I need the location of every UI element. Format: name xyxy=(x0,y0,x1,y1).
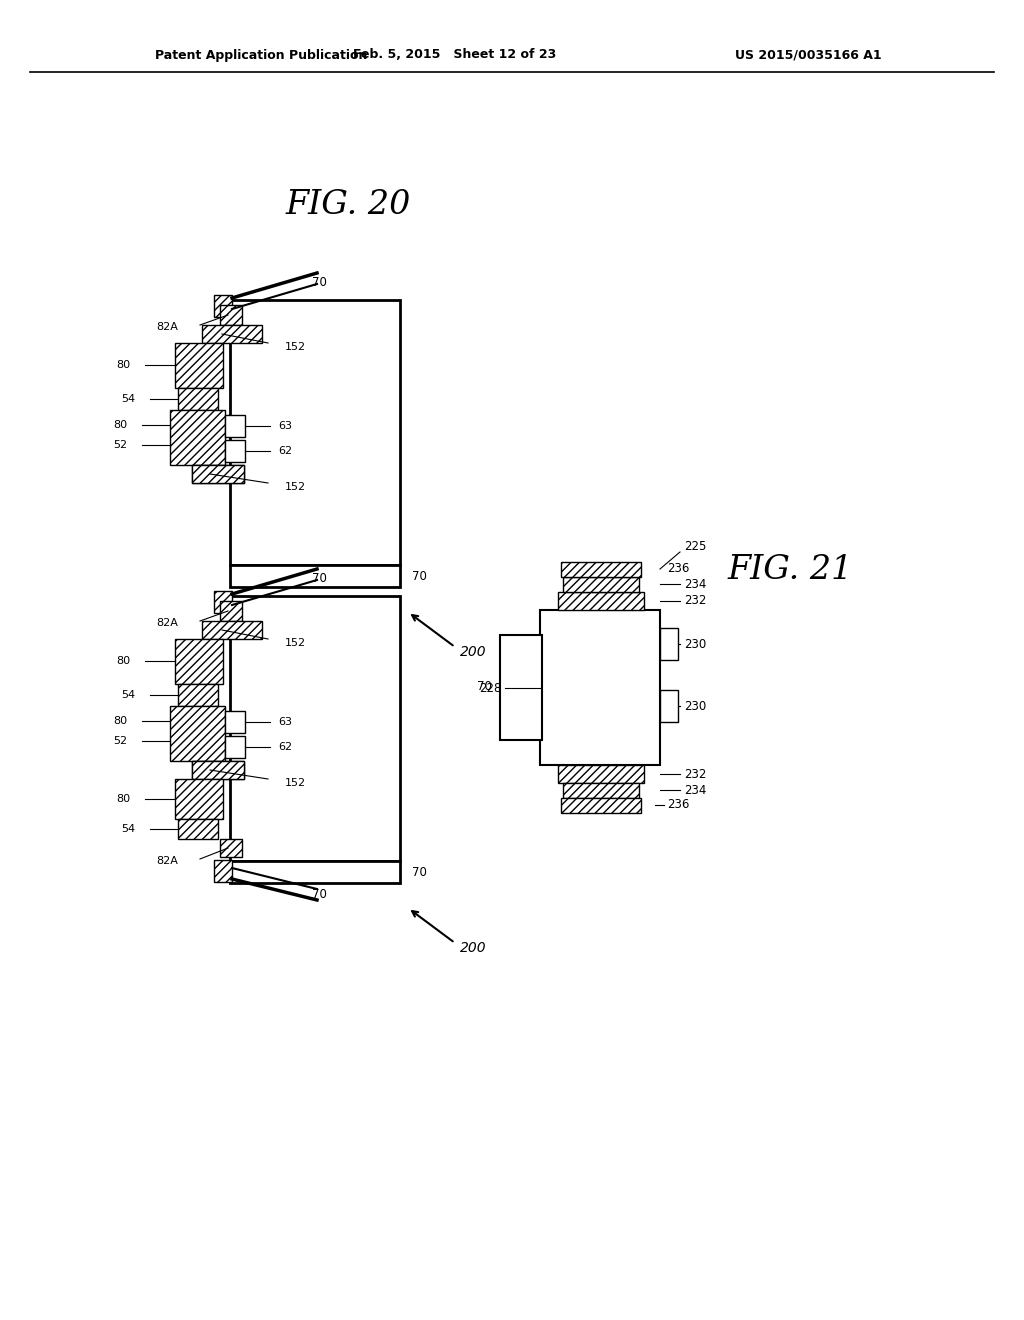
Bar xyxy=(500,635,542,741)
Bar xyxy=(230,597,400,861)
Text: 200: 200 xyxy=(460,941,486,954)
Bar xyxy=(214,591,232,612)
Text: 80: 80 xyxy=(116,360,130,370)
Text: 52: 52 xyxy=(113,440,127,450)
Text: 152: 152 xyxy=(285,777,306,788)
Bar xyxy=(660,628,678,660)
Bar xyxy=(202,620,262,639)
Text: 80: 80 xyxy=(116,795,130,804)
Text: 228: 228 xyxy=(479,681,502,694)
Bar xyxy=(214,294,232,317)
Text: 70: 70 xyxy=(412,866,427,879)
Bar xyxy=(561,562,641,577)
Bar xyxy=(561,799,641,813)
Bar xyxy=(170,706,225,762)
Text: 54: 54 xyxy=(121,690,135,700)
Text: 234: 234 xyxy=(684,784,707,796)
Bar xyxy=(563,783,639,799)
Text: 236: 236 xyxy=(667,799,689,812)
Text: 230: 230 xyxy=(684,638,707,651)
Text: 62: 62 xyxy=(278,446,292,455)
Bar xyxy=(202,325,262,343)
Bar xyxy=(230,861,400,883)
Text: 82A: 82A xyxy=(156,618,178,628)
Bar xyxy=(540,610,660,766)
Bar xyxy=(193,465,244,483)
Bar xyxy=(225,440,245,462)
Bar xyxy=(225,414,245,437)
Text: Patent Application Publication: Patent Application Publication xyxy=(155,49,368,62)
Bar xyxy=(558,766,644,783)
Text: 70: 70 xyxy=(312,573,327,586)
Text: 54: 54 xyxy=(121,824,135,834)
Text: 82A: 82A xyxy=(156,855,178,866)
Text: 80: 80 xyxy=(113,420,127,430)
Text: 152: 152 xyxy=(285,482,306,492)
Bar xyxy=(220,840,242,857)
Bar xyxy=(660,690,678,722)
Text: 152: 152 xyxy=(285,342,306,352)
Text: 63: 63 xyxy=(278,717,292,727)
Bar xyxy=(193,762,244,779)
Text: 70: 70 xyxy=(312,276,327,289)
Text: 70: 70 xyxy=(412,569,427,582)
Bar xyxy=(178,818,218,840)
Text: 70: 70 xyxy=(312,888,327,902)
Text: US 2015/0035166 A1: US 2015/0035166 A1 xyxy=(735,49,882,62)
Bar xyxy=(563,577,639,591)
Text: 54: 54 xyxy=(121,393,135,404)
Text: 82A: 82A xyxy=(156,322,178,333)
Text: 80: 80 xyxy=(116,656,130,667)
Text: 62: 62 xyxy=(278,742,292,752)
Text: 232: 232 xyxy=(684,767,707,780)
Bar xyxy=(230,565,400,587)
Bar xyxy=(170,411,225,465)
Bar xyxy=(175,639,223,684)
Text: FIG. 20: FIG. 20 xyxy=(286,189,411,220)
Text: 234: 234 xyxy=(684,578,707,590)
Bar xyxy=(193,465,244,483)
Bar xyxy=(193,762,244,779)
Bar xyxy=(225,711,245,733)
Bar xyxy=(230,300,400,565)
Text: 200: 200 xyxy=(460,645,486,659)
Bar xyxy=(220,305,242,325)
Text: 70: 70 xyxy=(477,681,492,693)
Bar xyxy=(178,684,218,706)
Bar xyxy=(175,779,223,818)
Text: 232: 232 xyxy=(684,594,707,607)
Bar xyxy=(220,601,242,620)
Bar xyxy=(225,737,245,758)
Text: Feb. 5, 2015   Sheet 12 of 23: Feb. 5, 2015 Sheet 12 of 23 xyxy=(353,49,557,62)
Text: 52: 52 xyxy=(113,737,127,746)
Text: 80: 80 xyxy=(113,715,127,726)
Text: 236: 236 xyxy=(667,562,689,576)
Text: FIG. 21: FIG. 21 xyxy=(727,554,853,586)
Bar xyxy=(214,861,232,882)
Text: 152: 152 xyxy=(285,638,306,648)
Text: 225: 225 xyxy=(684,540,707,553)
Bar xyxy=(175,343,223,388)
Bar xyxy=(558,591,644,610)
Bar xyxy=(178,388,218,411)
Text: 63: 63 xyxy=(278,421,292,432)
Text: 230: 230 xyxy=(684,700,707,713)
